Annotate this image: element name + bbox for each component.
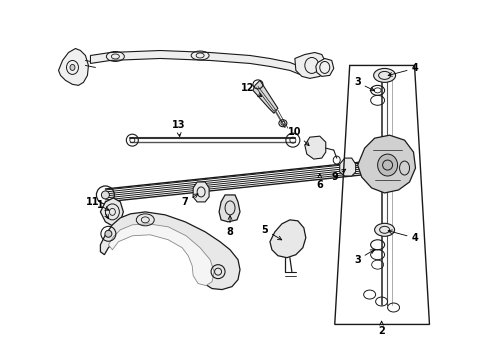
Text: 3: 3 <box>354 77 374 91</box>
Text: 7: 7 <box>182 194 198 207</box>
Polygon shape <box>193 182 209 202</box>
Polygon shape <box>100 212 240 289</box>
Text: 9: 9 <box>331 169 345 182</box>
Polygon shape <box>340 158 356 176</box>
Text: 6: 6 <box>317 174 323 190</box>
Polygon shape <box>295 53 325 78</box>
Ellipse shape <box>374 68 395 82</box>
Text: 4: 4 <box>388 63 418 76</box>
Text: 11: 11 <box>86 197 109 210</box>
Text: 3: 3 <box>354 249 374 265</box>
Ellipse shape <box>101 191 109 199</box>
Polygon shape <box>358 135 416 193</box>
Ellipse shape <box>385 161 394 170</box>
Ellipse shape <box>378 154 397 176</box>
Text: 5: 5 <box>262 225 282 240</box>
Polygon shape <box>305 136 326 159</box>
Polygon shape <box>316 58 334 76</box>
Ellipse shape <box>105 230 112 237</box>
Text: 2: 2 <box>378 321 385 336</box>
Polygon shape <box>108 224 214 285</box>
Ellipse shape <box>375 223 394 236</box>
Polygon shape <box>270 220 306 258</box>
Polygon shape <box>219 195 240 222</box>
Polygon shape <box>58 49 89 85</box>
Text: 8: 8 <box>226 216 233 237</box>
Polygon shape <box>91 50 300 75</box>
Text: 13: 13 <box>172 120 185 136</box>
Text: 10: 10 <box>288 127 309 145</box>
Ellipse shape <box>70 64 75 71</box>
Text: 12: 12 <box>241 84 262 96</box>
Polygon shape <box>253 80 278 113</box>
Polygon shape <box>100 198 123 226</box>
Text: 4: 4 <box>388 230 418 243</box>
Text: 1: 1 <box>97 200 108 219</box>
